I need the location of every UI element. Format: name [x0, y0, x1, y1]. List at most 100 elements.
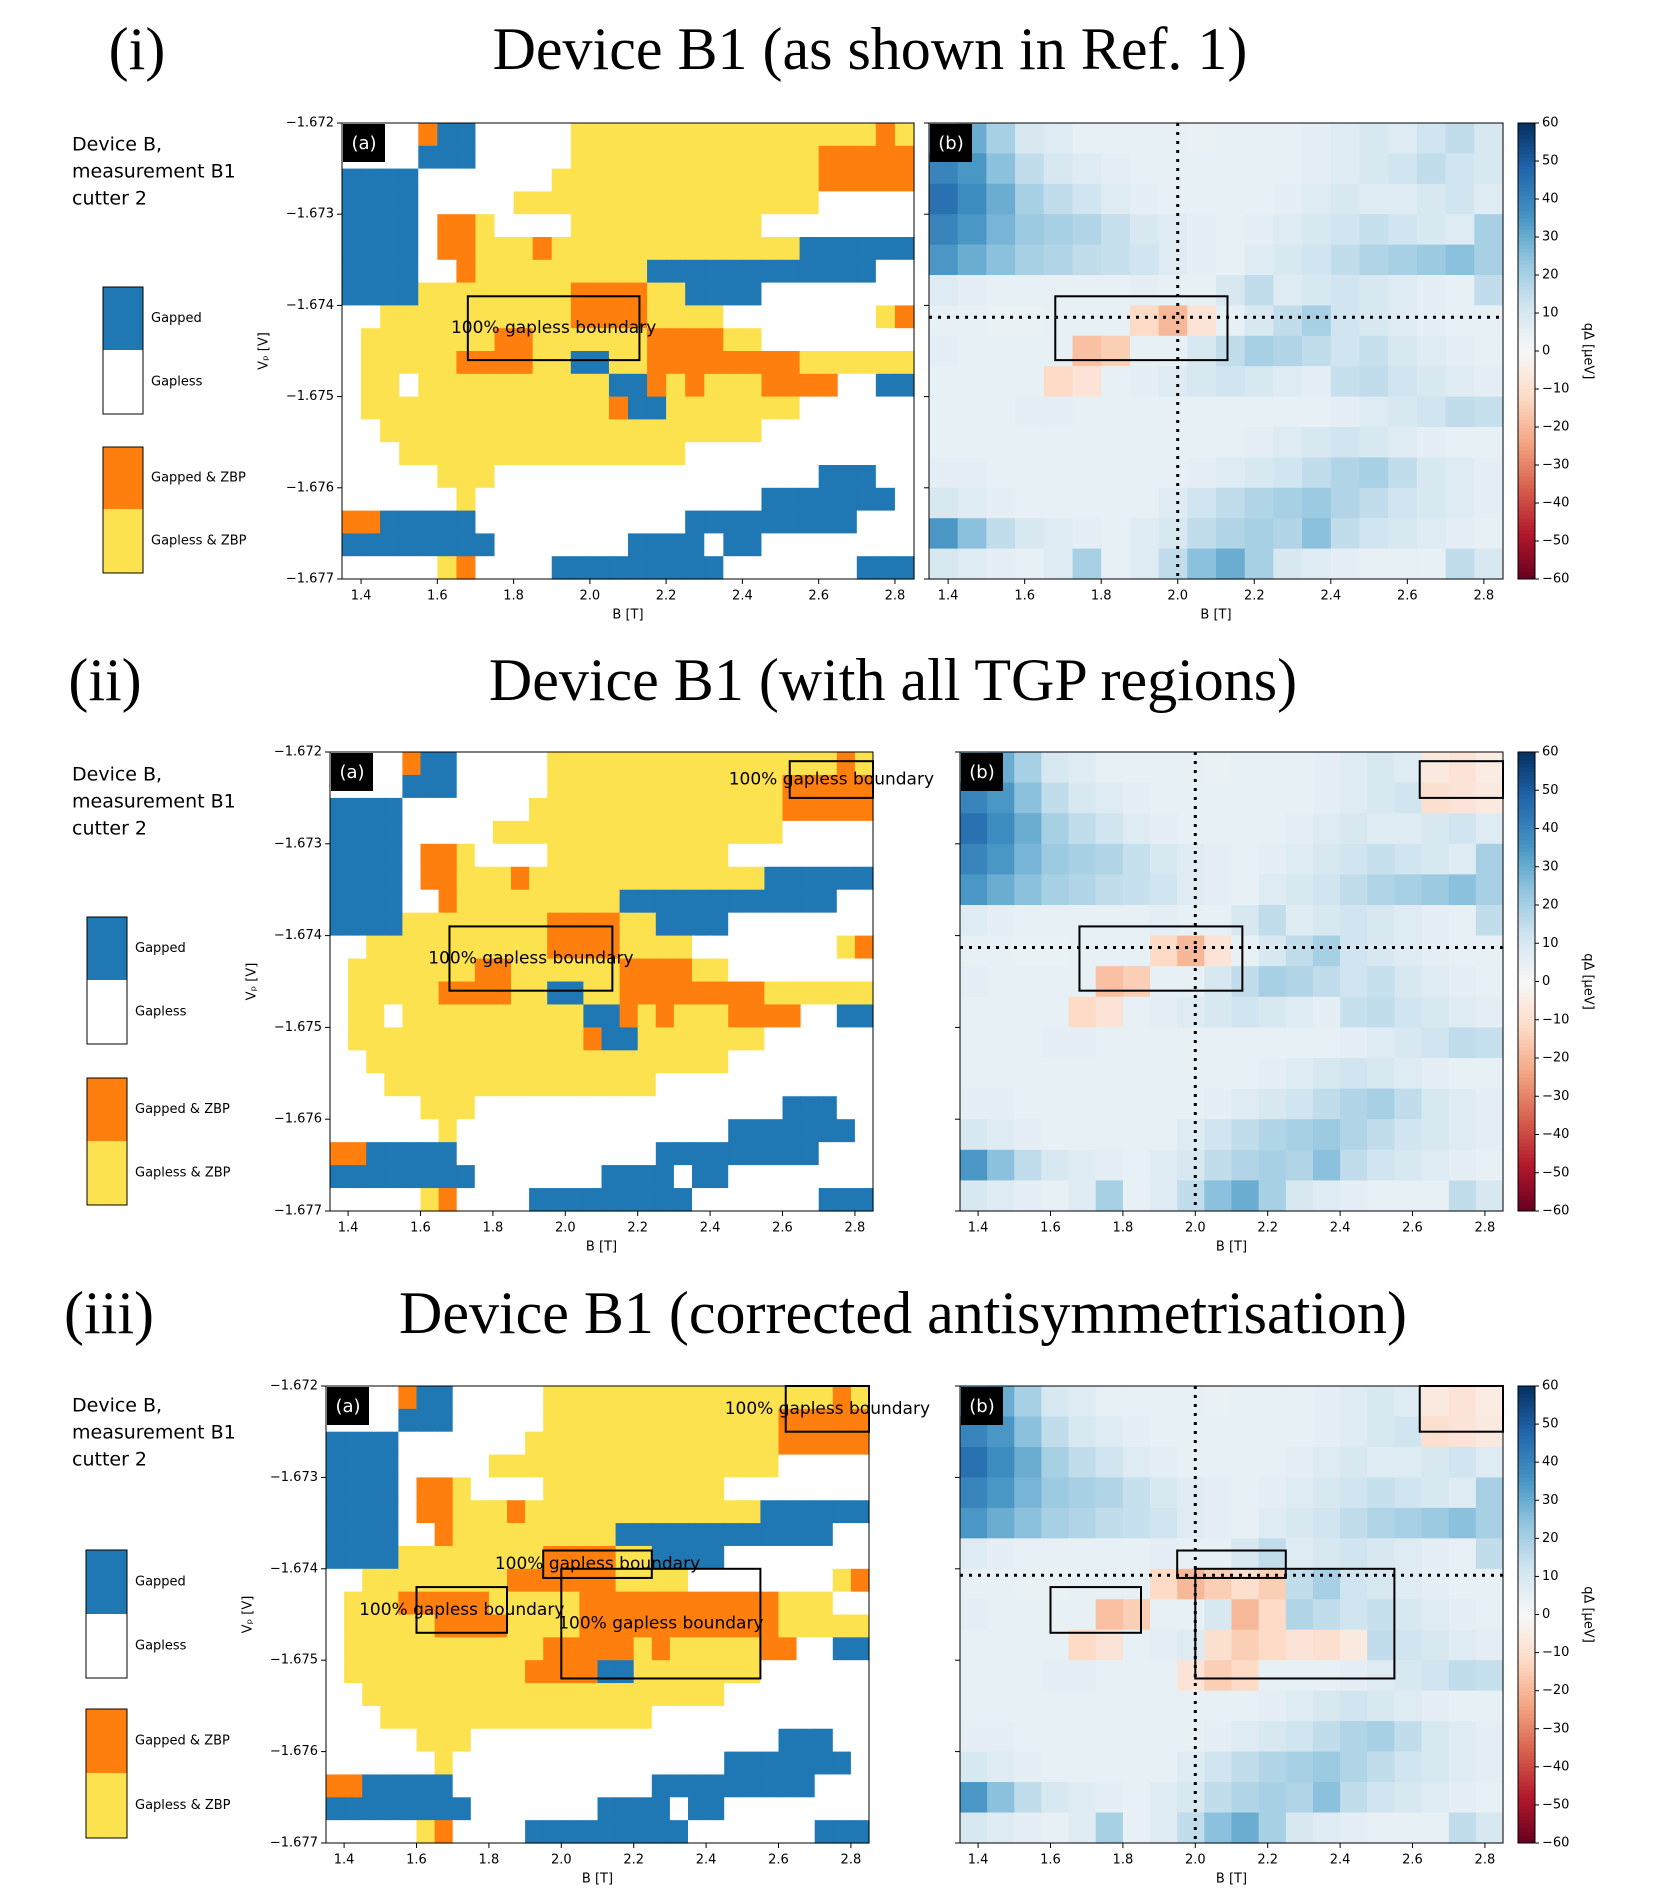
heat-cell	[1445, 123, 1475, 154]
heat-cell	[1072, 335, 1102, 367]
heat-cell	[1258, 1386, 1287, 1418]
phase-cell	[326, 1568, 345, 1593]
phase-cell	[326, 1614, 345, 1638]
phase-cell	[673, 1188, 693, 1212]
heat-cell	[1312, 1538, 1341, 1570]
heat-cell	[1150, 1058, 1178, 1090]
heat-cell	[1448, 874, 1477, 906]
heat-cell	[1231, 1180, 1260, 1212]
phase-cell	[814, 1500, 834, 1524]
x-axis-label: B [T]	[1200, 608, 1231, 623]
heat-cell	[1216, 275, 1246, 306]
heat-cell	[1014, 1599, 1043, 1631]
phase-cell	[561, 1431, 580, 1456]
phase-cell	[894, 465, 915, 489]
phase-cell	[706, 1500, 725, 1524]
colorbar-segment	[1518, 408, 1535, 413]
heat-cell	[1068, 1599, 1097, 1631]
colorbar-segment	[1518, 328, 1535, 333]
phase-cell	[583, 752, 603, 776]
phase-cell	[507, 1683, 526, 1707]
phase-cell	[782, 1188, 802, 1212]
heat-cell	[987, 1629, 1015, 1661]
phase-cell	[619, 774, 639, 799]
phase-cell	[647, 373, 667, 398]
heat-cell	[1150, 1386, 1178, 1418]
heat-cell	[987, 1119, 1015, 1151]
phase-cell	[551, 214, 572, 238]
phase-cell	[601, 752, 621, 776]
phase-cell	[685, 123, 705, 147]
phase-cell	[742, 465, 763, 489]
phase-cell	[525, 1660, 544, 1684]
phase-cell	[597, 1614, 617, 1638]
colorbar-segment	[1518, 1481, 1535, 1486]
phase-cell	[561, 1774, 580, 1798]
phase-cell	[837, 168, 858, 192]
colorbar-tick-label: 0	[1542, 974, 1550, 989]
phase-cell	[633, 1408, 653, 1433]
heat-cell	[1367, 782, 1395, 814]
colorbar-segment	[1518, 1119, 1535, 1124]
phase-cell	[673, 866, 693, 891]
phase-cell	[561, 1568, 580, 1593]
heat-cell	[1231, 1088, 1260, 1120]
heat-cell	[1340, 1568, 1368, 1600]
phase-cell	[348, 1142, 367, 1166]
colorbar-segment	[1518, 476, 1535, 481]
phase-cell	[579, 1637, 599, 1661]
phase-cell	[494, 487, 515, 512]
phase-cell	[597, 1477, 617, 1501]
heat-cell	[1015, 275, 1045, 306]
legend-frame	[102, 286, 144, 415]
phase-cell	[579, 1568, 599, 1593]
heat-cell	[1367, 1088, 1395, 1120]
heat-cell	[1177, 1538, 1205, 1570]
phase-cell	[673, 1050, 693, 1074]
phase-cell	[361, 419, 381, 443]
heat-cell	[1416, 305, 1447, 337]
heat-cell	[1204, 1568, 1233, 1600]
phase-cell	[456, 373, 477, 398]
phase-cell	[348, 820, 367, 845]
phase-cell	[551, 351, 572, 375]
phase-cell	[669, 1728, 689, 1753]
heat-cell	[1122, 1782, 1151, 1814]
phase-cell	[796, 1500, 816, 1524]
phase-cell	[818, 1004, 838, 1028]
x-tick-label: 2.8	[845, 1221, 866, 1236]
heat-cell	[1015, 183, 1045, 215]
phase-cell	[724, 1386, 743, 1410]
phase-cell	[780, 510, 801, 534]
phase-cell	[742, 237, 763, 261]
heat-cell	[1416, 396, 1447, 428]
heat-cell	[1285, 1058, 1314, 1090]
phase-cell	[438, 774, 458, 799]
heat-cell	[1285, 1721, 1314, 1753]
phase-cell	[647, 145, 667, 170]
phase-cell	[710, 752, 729, 776]
phase-cell	[492, 1165, 512, 1189]
phase-cell	[814, 1751, 834, 1776]
phase-cell	[856, 123, 877, 147]
colorbar-label: qΔ [μeV]	[1581, 953, 1596, 1010]
colorbar-segment	[1518, 449, 1535, 455]
phase-cell	[551, 396, 572, 420]
colorbar-segment	[1518, 381, 1535, 386]
phase-cell	[669, 1614, 689, 1638]
phase-cell	[547, 774, 566, 799]
heat-cell	[987, 996, 1015, 1028]
heat-cell	[1394, 996, 1423, 1028]
phase-cell	[818, 351, 839, 375]
phase-cell	[529, 1096, 548, 1120]
phase-cell	[647, 123, 667, 147]
phase-cell	[688, 1797, 707, 1821]
colorbar-segment	[1518, 480, 1535, 485]
phase-cell	[416, 1820, 436, 1844]
colorbar-segment	[1518, 1667, 1535, 1673]
heat-cell	[1177, 1782, 1205, 1814]
x-tick-label: 2.8	[1475, 1853, 1496, 1868]
colorbar-segment	[1518, 1568, 1535, 1574]
colorbar-segment	[1518, 1015, 1535, 1021]
phase-cell	[688, 1591, 707, 1616]
